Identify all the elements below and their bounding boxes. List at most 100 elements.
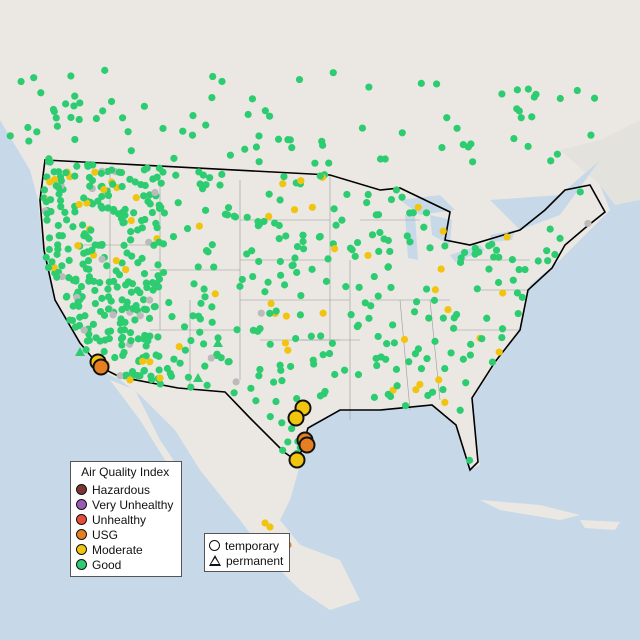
good-point (62, 100, 70, 108)
good-point (284, 438, 292, 446)
good-point (43, 210, 51, 218)
good-point (153, 173, 161, 181)
good-point (372, 354, 380, 363)
good-point (127, 228, 135, 236)
good-point (368, 231, 377, 239)
moderate-point (100, 185, 108, 194)
mexico-point (156, 374, 164, 382)
good-point (532, 90, 540, 98)
good-point (422, 209, 431, 217)
good-point (546, 225, 554, 233)
good-point (120, 241, 128, 249)
baja-california (110, 380, 180, 470)
good-point (226, 151, 235, 159)
good-point (62, 216, 71, 224)
good-point (100, 347, 108, 356)
good-point (196, 328, 204, 336)
good-point (126, 329, 135, 337)
good-point (73, 162, 81, 170)
moderate-point (122, 266, 130, 274)
good-point (104, 285, 112, 293)
good-point (84, 257, 93, 265)
good-point (252, 143, 261, 151)
good-point (55, 190, 63, 198)
good-point (483, 314, 491, 322)
good-point (92, 114, 100, 123)
good-point (120, 326, 128, 334)
good-point (230, 389, 238, 397)
good-point (324, 255, 332, 263)
good-point (299, 237, 307, 246)
good-point (56, 196, 65, 205)
good-point (266, 413, 274, 421)
good-point (89, 320, 97, 328)
good-point (341, 366, 349, 374)
good-point (88, 200, 97, 208)
moderate-point (414, 203, 422, 211)
good-point (261, 107, 269, 115)
good-point (498, 325, 507, 333)
good-point (413, 298, 421, 306)
good-point (508, 256, 517, 264)
good-point (587, 131, 595, 139)
good-point (140, 102, 148, 110)
good-point (319, 351, 327, 359)
good-point (155, 366, 163, 374)
moderate-point (267, 299, 275, 308)
good-point (57, 203, 65, 211)
good-point (452, 310, 461, 319)
good-point (311, 159, 319, 167)
good-point (67, 113, 75, 122)
good-point (325, 159, 333, 167)
good-point (269, 378, 278, 386)
good-point (137, 180, 145, 189)
good-point (417, 79, 425, 87)
good-point (179, 127, 187, 135)
good-point (376, 228, 384, 237)
good-point (277, 366, 285, 374)
good-point (86, 182, 94, 190)
good-point (154, 333, 162, 341)
good-point (254, 217, 262, 226)
legend-label: USG (92, 527, 119, 542)
good-point (330, 205, 338, 213)
good-point (197, 299, 205, 307)
swatch-icon (76, 529, 87, 540)
good-point (275, 235, 283, 243)
good-point (338, 216, 346, 224)
good-point (261, 288, 269, 296)
good-point (108, 166, 116, 174)
good-point (42, 253, 50, 262)
moderate-point (444, 305, 452, 314)
good-point (109, 311, 117, 319)
swatch-icon (76, 544, 87, 555)
good-point (224, 204, 233, 212)
good-point (209, 72, 217, 81)
good-point (57, 177, 65, 185)
good-point (183, 225, 192, 233)
good-point (53, 250, 61, 258)
good-point (206, 174, 214, 182)
good-point (513, 86, 521, 94)
good-point (6, 132, 14, 140)
good-point (160, 209, 169, 217)
good-point (85, 336, 93, 344)
good-point (146, 200, 154, 208)
good-point (293, 268, 301, 277)
legend-item-good: Good (71, 557, 173, 572)
moderate-point (495, 348, 503, 356)
good-point (92, 334, 100, 342)
good-point (105, 278, 113, 286)
good-point (140, 192, 148, 200)
good-point (466, 351, 474, 359)
good-point (439, 385, 447, 394)
good-point (141, 331, 149, 340)
good-point (43, 216, 51, 224)
good-point (129, 305, 137, 313)
good-point (75, 302, 83, 310)
good-point (104, 204, 112, 212)
good-point (374, 292, 382, 300)
good-point (289, 261, 297, 269)
good-point (45, 245, 53, 254)
